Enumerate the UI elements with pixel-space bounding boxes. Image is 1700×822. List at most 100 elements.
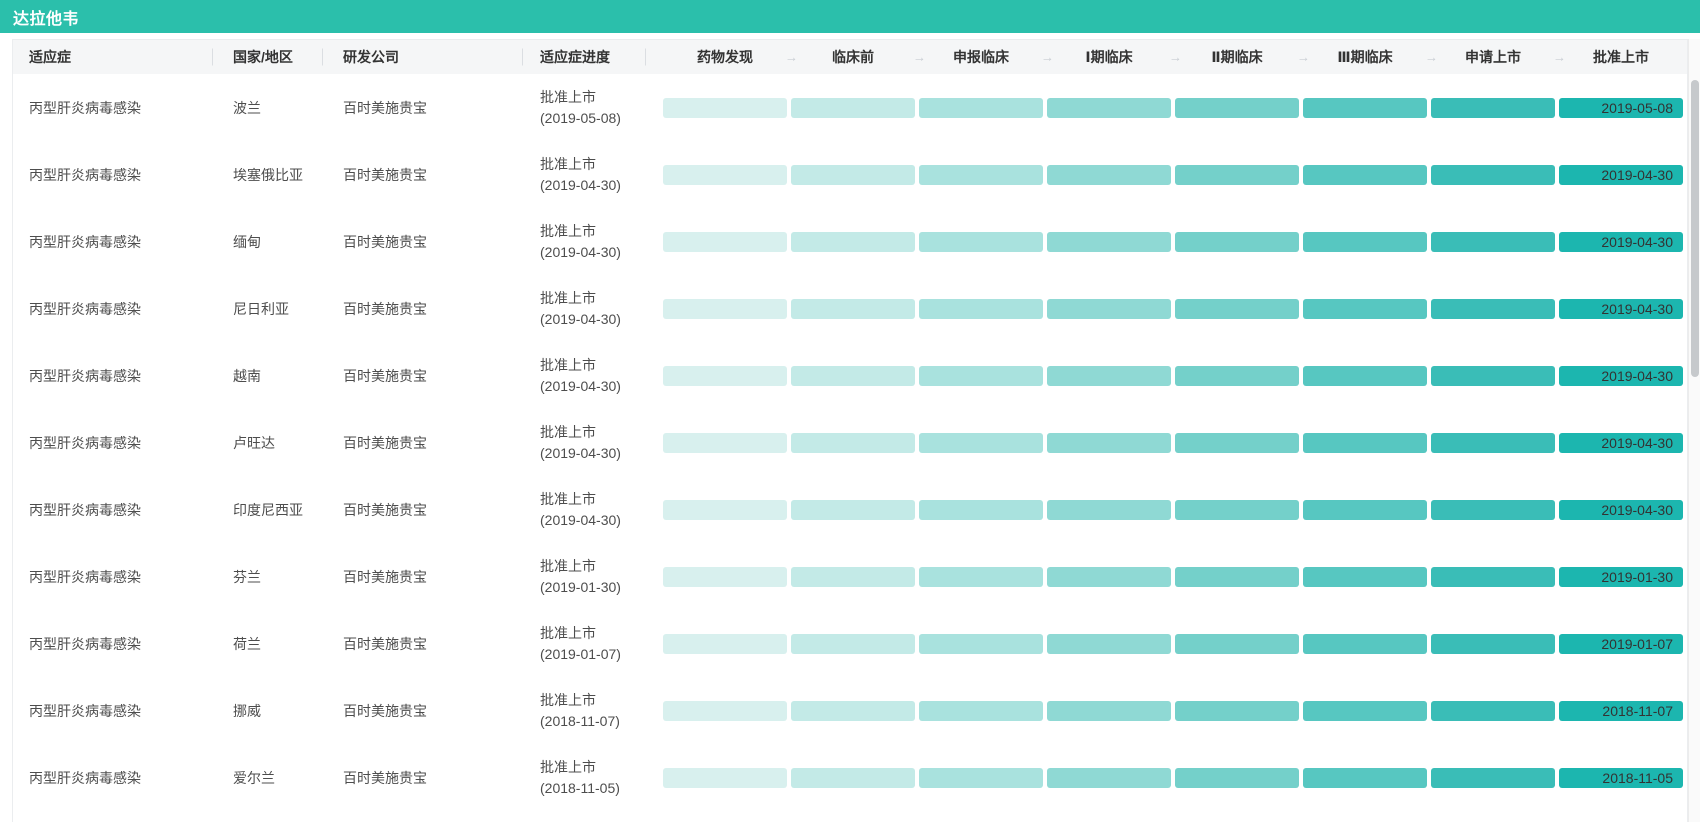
stage-segment-approved-date: 2018-11-07 [1559, 700, 1683, 721]
stage-segment-phase2 [1175, 767, 1299, 788]
indication-cell: 丙型肝炎病毒感染 [29, 568, 141, 585]
progress-status: 批准上市 [540, 490, 596, 507]
stage-segment-ind-filing [919, 566, 1043, 587]
stage-progress-bar: 2019-04-30 [646, 231, 1687, 252]
stage-header-phase1: Ⅰ期临床 → [1085, 49, 1182, 65]
progress-status: 批准上市 [540, 691, 596, 708]
table-body: 丙型肝炎病毒感染 波兰 百时美施贵宝 批准上市 (2019-05-08) 201… [13, 74, 1687, 811]
stage-header-group: 药物发现 → 临床前 → 申报临床 → Ⅰ期临床 → Ⅱ期临床 → Ⅲ期临床 → 申请上市 →… [646, 47, 1687, 67]
stage-progress-bar: 2019-04-30 [646, 499, 1687, 520]
stage-arrow-icon: → [1553, 49, 1566, 65]
progress-status: 批准上市 [540, 222, 596, 239]
pipeline-table: 适应症 国家/地区 研发公司 适应症进度 药物发现 → 临床前 → 申报临床 → Ⅰ期… [12, 39, 1688, 822]
table-row: 丙型肝炎病毒感染 越南 百时美施贵宝 批准上市 (2019-04-30) 201… [13, 342, 1687, 409]
country-cell: 波兰 [233, 99, 261, 116]
stage-segment-nda [1431, 566, 1555, 587]
company-cell: 百时美施贵宝 [343, 702, 427, 719]
progress-cell: 批准上市 (2019-04-30) [523, 489, 646, 531]
column-header-company: 研发公司 [323, 47, 523, 67]
stage-segment-approved-date: 2019-05-08 [1559, 97, 1683, 118]
table-header-row: 适应症 国家/地区 研发公司 适应症进度 药物发现 → 临床前 → 申报临床 → Ⅰ期… [13, 40, 1687, 74]
stage-header-ind-filing: 申报临床 → [953, 49, 1054, 65]
indication-cell: 丙型肝炎病毒感染 [29, 501, 141, 518]
country-cell: 挪威 [233, 702, 261, 719]
stage-segment-phase2 [1175, 298, 1299, 319]
stage-segment-phase1 [1047, 633, 1171, 654]
progress-status: 批准上市 [540, 423, 596, 440]
stage-segment-nda [1431, 767, 1555, 788]
stage-header-discovery: 药物发现 → [697, 49, 798, 65]
stage-segment-phase1 [1047, 231, 1171, 252]
company-cell: 百时美施贵宝 [343, 99, 427, 116]
stage-segment-preclinical [791, 700, 915, 721]
table-row: 丙型肝炎病毒感染 挪威 百时美施贵宝 批准上市 (2018-11-07) 201… [13, 677, 1687, 744]
progress-cell: 批准上市 (2018-11-07) [523, 690, 646, 732]
stage-segment-nda [1431, 700, 1555, 721]
progress-date: (2019-04-30) [540, 444, 621, 461]
stage-segment-phase3 [1303, 633, 1427, 654]
stage-segment-phase1 [1047, 97, 1171, 118]
indication-cell: 丙型肝炎病毒感染 [29, 702, 141, 719]
indication-cell: 丙型肝炎病毒感染 [29, 635, 141, 652]
stage-segment-phase3 [1303, 298, 1427, 319]
stage-segment-discovery [663, 164, 787, 185]
stage-segment-preclinical [791, 432, 915, 453]
scrollbar-track[interactable] [1688, 39, 1700, 822]
stage-segment-approved-date: 2019-04-30 [1559, 432, 1683, 453]
indication-cell: 丙型肝炎病毒感染 [29, 769, 141, 786]
stage-header-nda: 申请上市 → [1465, 49, 1566, 65]
stage-segment-ind-filing [919, 231, 1043, 252]
stage-arrow-icon: → [785, 49, 798, 65]
stage-segment-discovery [663, 231, 787, 252]
stage-segment-preclinical [791, 365, 915, 386]
stage-segment-phase3 [1303, 767, 1427, 788]
stage-segment-nda [1431, 432, 1555, 453]
stage-segment-phase2 [1175, 566, 1299, 587]
stage-segment-phase1 [1047, 566, 1171, 587]
indication-cell: 丙型肝炎病毒感染 [29, 233, 141, 250]
stage-arrow-icon: → [913, 49, 926, 65]
page-title: 达拉他韦 [13, 10, 80, 28]
stage-segment-phase2 [1175, 365, 1299, 386]
stage-segment-discovery [663, 566, 787, 587]
progress-date: (2019-04-30) [540, 310, 621, 327]
stage-segment-ind-filing [919, 97, 1043, 118]
stage-segment-nda [1431, 633, 1555, 654]
scrollbar-thumb[interactable] [1691, 80, 1699, 377]
column-header-progress: 适应症进度 [523, 47, 646, 67]
country-cell: 爱尔兰 [233, 769, 275, 786]
stage-arrow-icon: → [1297, 49, 1310, 65]
stage-segment-approved-date: 2019-04-30 [1559, 164, 1683, 185]
stage-progress-bar: 2019-04-30 [646, 164, 1687, 185]
table-row: 丙型肝炎病毒感染 卢旺达 百时美施贵宝 批准上市 (2019-04-30) 20… [13, 409, 1687, 476]
stage-segment-phase1 [1047, 365, 1171, 386]
stage-segment-nda [1431, 499, 1555, 520]
progress-date: (2019-04-30) [540, 176, 621, 193]
stage-progress-bar: 2019-04-30 [646, 432, 1687, 453]
stage-segment-discovery [663, 499, 787, 520]
stage-segment-discovery [663, 633, 787, 654]
stage-segment-discovery [663, 365, 787, 386]
table-row: 丙型肝炎病毒感染 印度尼西亚 百时美施贵宝 批准上市 (2019-04-30) … [13, 476, 1687, 543]
stage-segment-phase1 [1047, 700, 1171, 721]
company-cell: 百时美施贵宝 [343, 300, 427, 317]
stage-segment-preclinical [791, 231, 915, 252]
column-header-indication: 适应症 [13, 47, 213, 67]
stage-segment-phase1 [1047, 432, 1171, 453]
stage-progress-bar: 2019-05-08 [646, 97, 1687, 118]
stage-segment-nda [1431, 231, 1555, 252]
stage-segment-preclinical [791, 566, 915, 587]
company-cell: 百时美施贵宝 [343, 501, 427, 518]
title-bar: 达拉他韦 [0, 0, 1700, 33]
stage-segment-phase3 [1303, 365, 1427, 386]
stage-segment-phase2 [1175, 499, 1299, 520]
stage-segment-phase2 [1175, 164, 1299, 185]
country-cell: 缅甸 [233, 233, 261, 250]
progress-cell: 批准上市 (2019-04-30) [523, 221, 646, 263]
stage-segment-phase3 [1303, 700, 1427, 721]
table-row: 丙型肝炎病毒感染 荷兰 百时美施贵宝 批准上市 (2019-01-07) 201… [13, 610, 1687, 677]
stage-segment-phase3 [1303, 566, 1427, 587]
stage-segment-approved-date: 2019-04-30 [1559, 298, 1683, 319]
progress-status: 批准上市 [540, 557, 596, 574]
table-row: 丙型肝炎病毒感染 芬兰 百时美施贵宝 批准上市 (2019-01-30) 201… [13, 543, 1687, 610]
